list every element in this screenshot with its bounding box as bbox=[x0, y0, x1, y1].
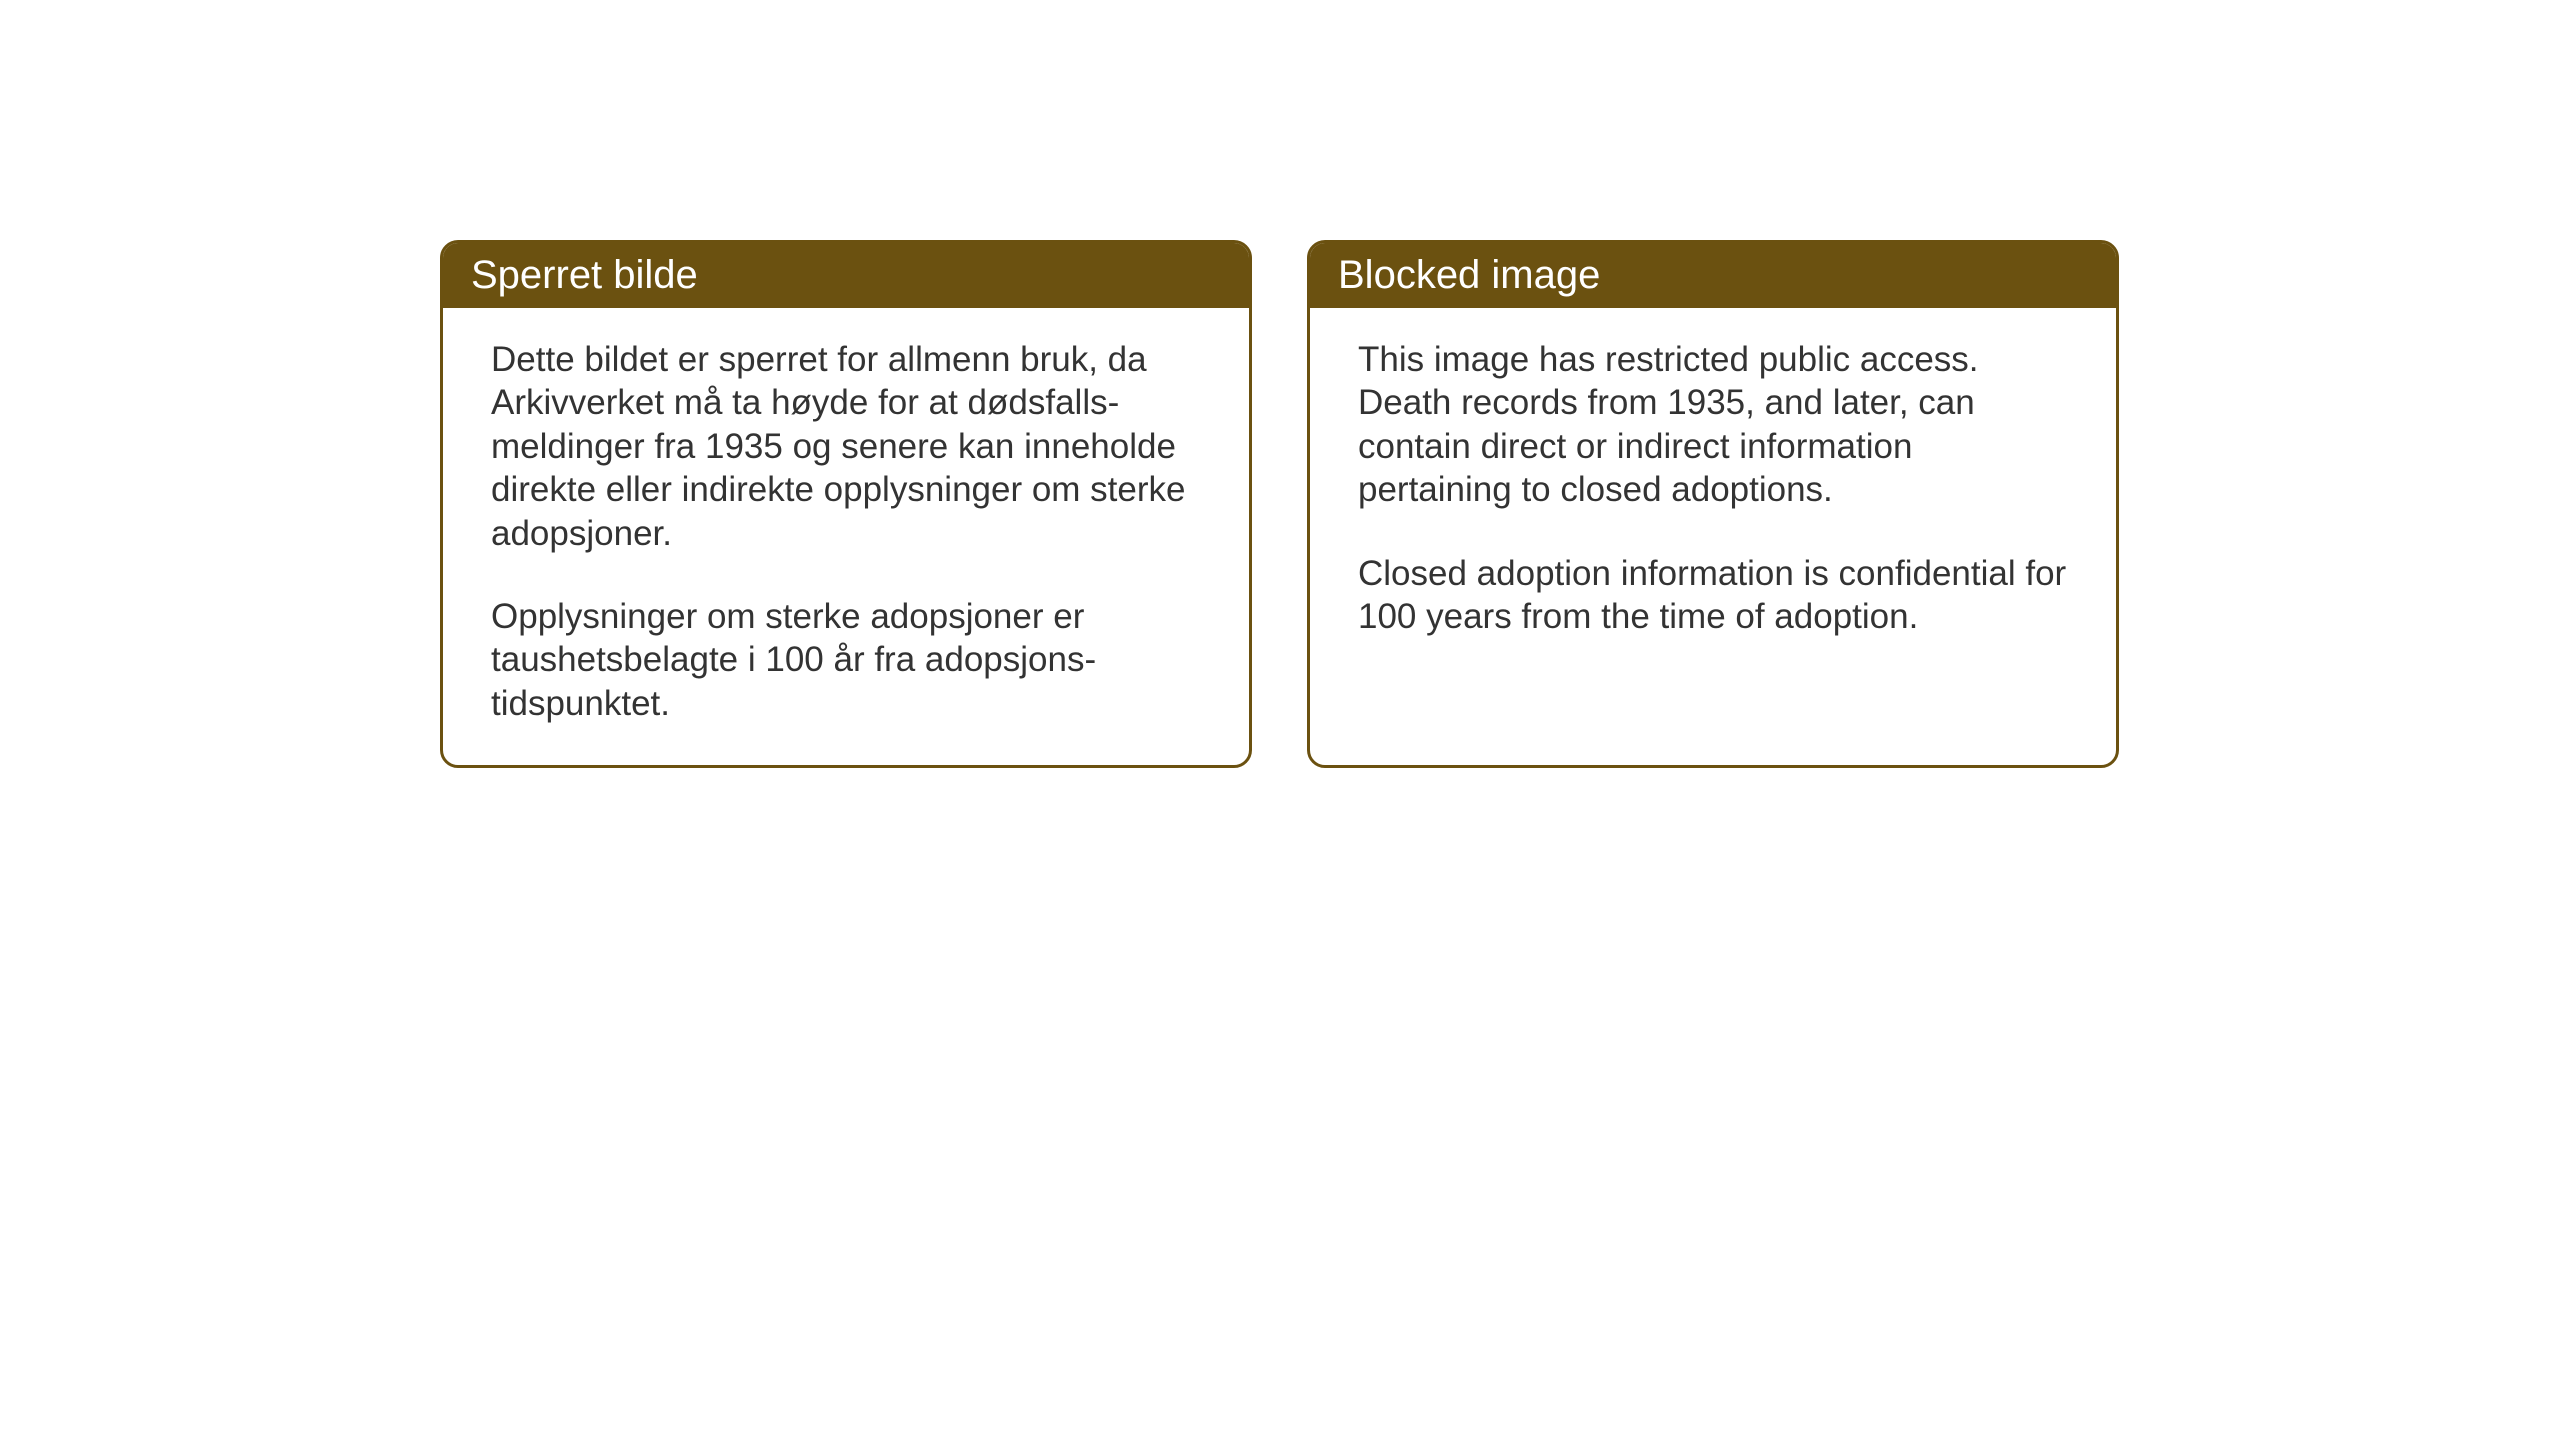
card-body: Dette bildet er sperret for allmenn bruk… bbox=[443, 308, 1249, 765]
card-paragraph: This image has restricted public access.… bbox=[1358, 338, 2068, 512]
card-paragraph: Closed adoption information is confident… bbox=[1358, 552, 2068, 639]
card-title: Sperret bilde bbox=[443, 243, 1249, 308]
card-body: This image has restricted public access.… bbox=[1310, 308, 2116, 678]
card-paragraph: Dette bildet er sperret for allmenn bruk… bbox=[491, 338, 1201, 555]
notice-card-english: Blocked image This image has restricted … bbox=[1307, 240, 2119, 768]
card-title: Blocked image bbox=[1310, 243, 2116, 308]
notice-card-norwegian: Sperret bilde Dette bildet er sperret fo… bbox=[440, 240, 1252, 768]
card-paragraph: Opplysninger om sterke adopsjoner er tau… bbox=[491, 595, 1201, 725]
notice-cards-container: Sperret bilde Dette bildet er sperret fo… bbox=[440, 240, 2119, 768]
